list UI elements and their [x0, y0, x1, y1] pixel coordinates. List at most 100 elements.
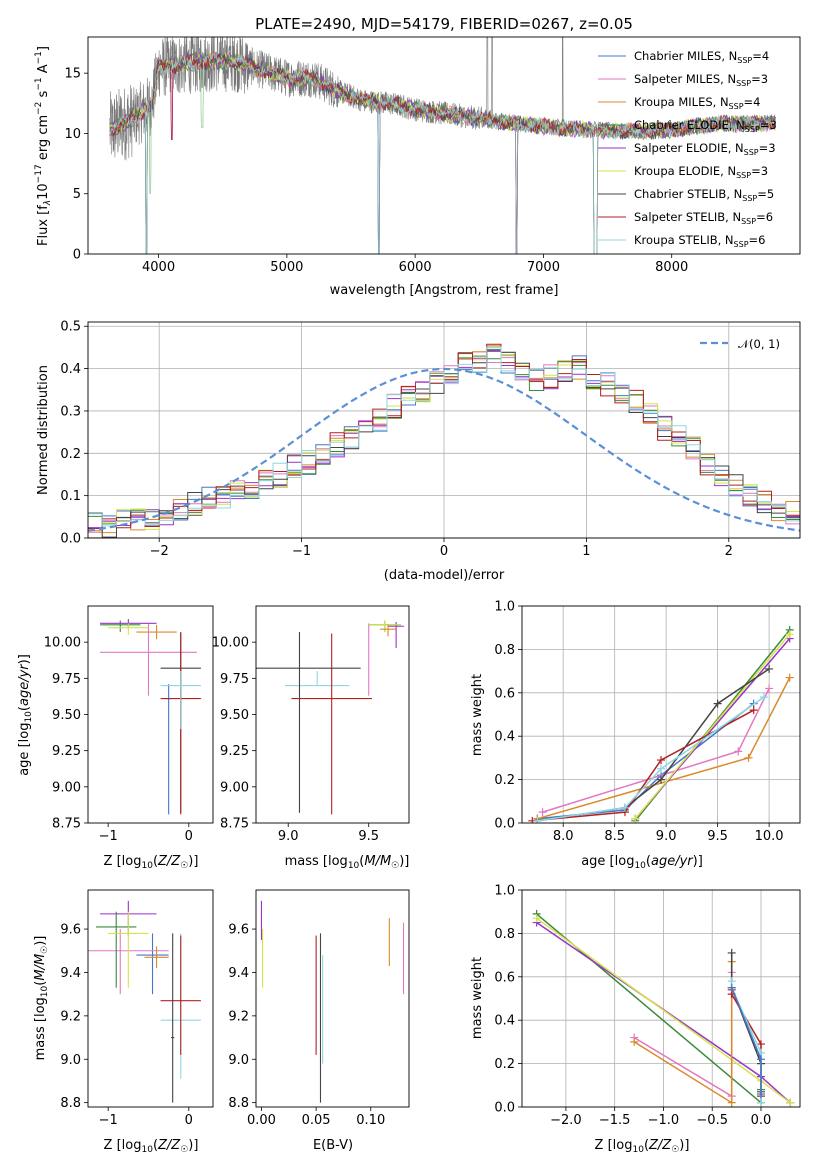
mass-z-ylabel: mass [log10(M/M☉)]: [33, 936, 50, 1061]
mass-weight-marker: [727, 1098, 736, 1107]
x-tick-label: −1.0: [648, 1113, 680, 1128]
x-tick-label: 5000: [270, 260, 303, 275]
mass-weight-marker: [785, 673, 794, 682]
y-tick-label: 9.25: [52, 744, 81, 759]
y-tick-label: 1.0: [494, 600, 515, 615]
x-tick-label: 0: [185, 829, 193, 844]
x-tick-label: 4000: [142, 260, 175, 275]
x-tick-label: −2.0: [550, 1113, 582, 1128]
x-tick-label: 1: [582, 544, 590, 559]
axes-frame: [87, 36, 801, 255]
mass-weight-marker: [759, 693, 768, 702]
x-tick-label: −1: [99, 829, 118, 844]
y-tick-label: 0.1: [60, 489, 81, 504]
spectrum-panel: PLATE=2490, MJD=54179, FIBERID=0267, z=0…: [34, 15, 801, 298]
mass-weight-line-5: [634, 633, 791, 820]
age-vs-mass-panel: mass [log10(M/M☉)] 9.0 9.5 8.75 9.00 9.25 9.5…: [212, 605, 410, 871]
mass-weight-marker: [765, 664, 774, 673]
axes-frame: [87, 321, 801, 539]
y-tick-label: 10.00: [212, 636, 249, 651]
y-tick-label: 10: [64, 127, 81, 142]
mass-weight-line-3: [633, 972, 733, 1098]
age-z-ylabel: age [log10(age/yr)]: [17, 654, 34, 776]
mass-weight-marker: [756, 1055, 765, 1064]
y-tick-label: 0.2: [494, 1057, 515, 1072]
model-spectrum-0: [109, 51, 776, 254]
y-tick-label: 0.2: [494, 773, 515, 788]
plot-area: [88, 343, 800, 538]
y-tick-label: 8.75: [220, 817, 249, 832]
mass-weight-marker: [786, 1098, 795, 1107]
x-tick-label: −1: [99, 1113, 118, 1128]
mass-weight-marker: [631, 814, 640, 823]
histogram-6: [88, 349, 800, 538]
legend-label-7: Salpeter STELIB, NSSP=6: [634, 210, 773, 226]
x-tick-label: 0.00: [247, 1113, 276, 1128]
mass-weight-marker: [727, 983, 736, 992]
axes-frame: [521, 605, 801, 824]
mass-weight-marker: [713, 699, 722, 708]
legend-label-0: Chabrier MILES, NSSP=4: [634, 49, 769, 65]
mass-weight-marker: [756, 1040, 765, 1049]
y-tick-label: 0.4: [60, 362, 81, 377]
x-tick-label: 9.0: [278, 829, 299, 844]
model-spectrum-4: [109, 51, 776, 254]
histogram-2: [88, 345, 800, 534]
mass-weight-marker: [657, 764, 665, 773]
y-tick-label: 9.75: [52, 672, 81, 687]
spectrum-xlabel: wavelength [Angstrom, rest frame]: [330, 283, 559, 298]
mass-weight-marker: [657, 756, 665, 765]
histogram-3: [88, 354, 800, 525]
y-tick-label: 5: [73, 187, 81, 202]
x-tick-label: 9.0: [656, 829, 677, 844]
mw-age-ylabel: mass weight: [470, 674, 485, 756]
mw-age-xlabel: age [log10(age/yr)]: [581, 854, 703, 871]
mass-weight-marker: [765, 684, 774, 693]
x-tick-label: 0.10: [356, 1113, 385, 1128]
legend-label-normal: 𝒩(0, 1): [738, 337, 780, 351]
y-tick-label: 8.8: [60, 1096, 81, 1111]
x-tick-label: 7000: [527, 260, 560, 275]
age-vs-z-panel: Z [log10(Z/Z☉)] age [log10(age/yr)] −1 0 8…: [17, 605, 214, 871]
plot-area: [532, 909, 795, 1107]
mw-z-ylabel: mass weight: [470, 957, 485, 1039]
mass-weight-line-4: [633, 961, 733, 1105]
chart-title: PLATE=2490, MJD=54179, FIBERID=0267, z=0…: [255, 15, 633, 33]
y-tick-label: 0.0: [494, 817, 515, 832]
y-tick-label: 0.8: [494, 927, 515, 942]
mass-weight-marker: [620, 803, 629, 812]
x-tick-label: −1.5: [599, 1113, 631, 1128]
mass-weight-line-0: [537, 703, 755, 820]
y-tick-label: 0.0: [60, 532, 81, 547]
y-tick-label: 0.2: [60, 447, 81, 462]
plot-area: [260, 900, 405, 1103]
plot-area: [109, 37, 776, 254]
x-tick-label: 8.0: [553, 829, 574, 844]
y-tick-label: 0.0: [494, 1101, 515, 1116]
y-tick-label: 9.2: [228, 1009, 249, 1024]
mass-weight-marker: [727, 948, 736, 957]
x-tick-label: 6000: [399, 260, 432, 275]
mass-weight-marker: [630, 1037, 639, 1046]
y-tick-label: 1.0: [494, 884, 515, 899]
y-tick-label: 8.8: [228, 1096, 249, 1111]
histogram-0: [88, 349, 800, 527]
mass-weight-marker: [744, 753, 753, 762]
mass-ebv-xlabel: E(B-V): [313, 1138, 353, 1153]
x-tick-label: 9.5: [707, 829, 728, 844]
y-tick-label: 9.50: [52, 708, 81, 723]
y-tick-label: 9.0: [228, 1053, 249, 1068]
histogram-7: [88, 343, 800, 529]
y-tick-label: 0: [73, 248, 81, 263]
mass-z-xlabel: Z [log10(Z/Z☉)]: [104, 1138, 199, 1155]
mass-vs-ebv-panel: E(B-V) 0.00 0.05 0.10 8.8 9.0 9.2 9.4 9.6: [228, 889, 410, 1153]
mass-weight-marker: [538, 808, 547, 817]
x-tick-label: 8000: [655, 260, 688, 275]
x-tick-label: 0: [185, 1113, 193, 1128]
y-tick-label: 9.2: [60, 1009, 81, 1024]
x-tick-label: −1: [292, 544, 311, 559]
model-spectrum-8: [109, 53, 776, 254]
y-tick-label: 0.3: [60, 404, 81, 419]
y-tick-label: 9.75: [220, 672, 249, 687]
age-mass-xlabel: mass [log10(M/M☉)]: [285, 854, 410, 871]
